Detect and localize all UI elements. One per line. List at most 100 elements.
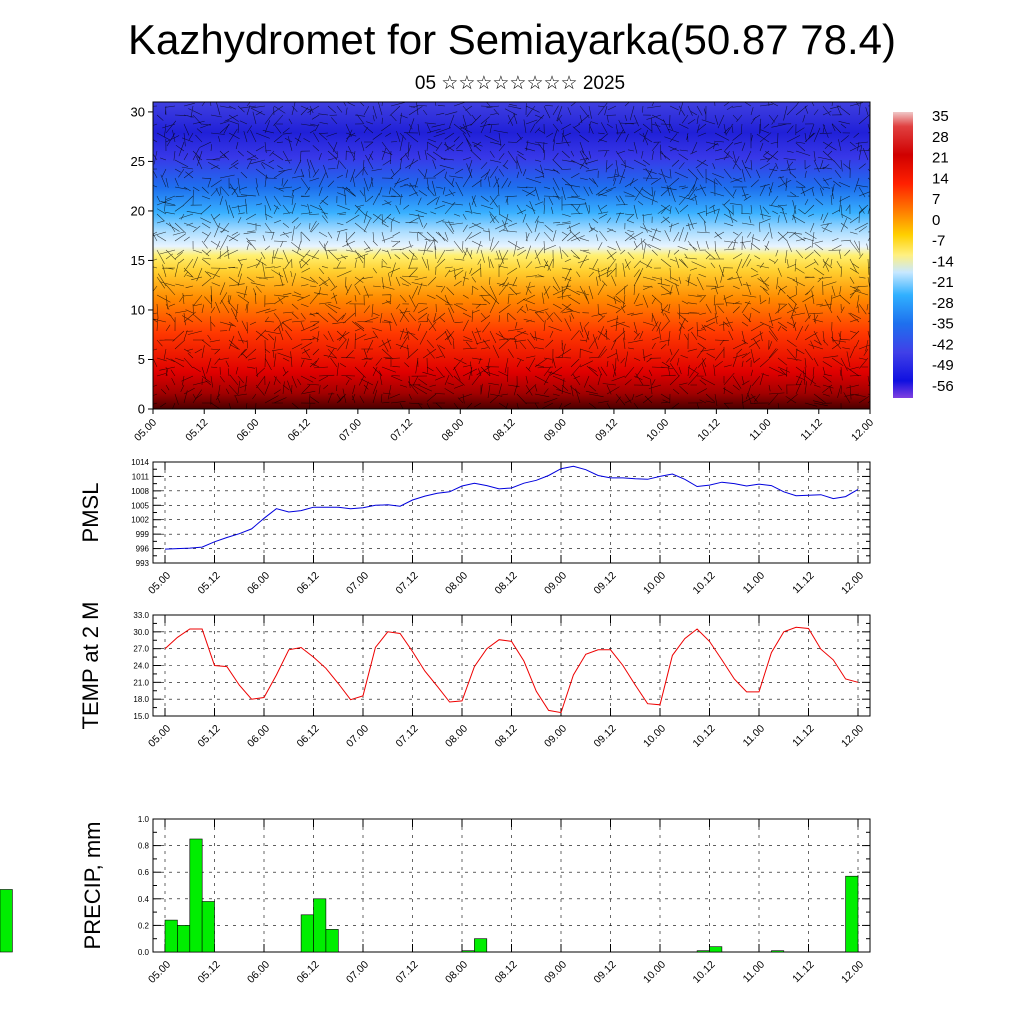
precip-bar: [474, 938, 488, 953]
x-tick-label: 12.00: [839, 959, 866, 986]
precip-bar: [325, 929, 339, 953]
precip-panel: 0.0 0.2 0.4 0.6 0.8 1.0 05.00 05.12 06.00 06.12 07…: [0, 815, 871, 986]
y-tick-label: 30: [131, 104, 145, 119]
x-tick-label: 09.12: [592, 570, 619, 597]
x-tick-label: 06.00: [234, 417, 261, 444]
temp2m-panel: 15.0 18.0 21.0 24.0 27.0 30.0 33.0 05.00 05.12 06…: [78, 602, 871, 750]
x-tick-label: 05.12: [183, 417, 210, 444]
x-tick-label: 10.00: [641, 723, 668, 750]
colorbar-label: -56: [932, 378, 954, 395]
y-tick-label: 0.0: [138, 948, 150, 957]
y-tick-label: 33.0: [133, 611, 149, 620]
x-tick-label: 07.12: [394, 959, 421, 986]
y-tick-label: 0.8: [138, 842, 150, 851]
y-tick-label: 1002: [131, 516, 149, 525]
x-tick-label: 09.12: [592, 959, 619, 986]
x-tick-label: 05.12: [196, 570, 223, 597]
colorbar-label: 0: [932, 212, 940, 229]
y-tick-label: 0: [138, 402, 145, 417]
x-tick-label: 10.12: [691, 723, 718, 750]
x-tick-label: 11.12: [790, 723, 817, 750]
y-tick-label: 15: [131, 253, 145, 268]
y-tick-label: 5: [138, 352, 145, 367]
y-tick-label: 10: [131, 302, 145, 317]
y-tick-label: 24.0: [133, 662, 149, 671]
temperature-field: [153, 102, 870, 409]
colorbar-label: 35: [932, 108, 949, 125]
pmsl-ylabel: PMSL: [78, 483, 103, 543]
chart-subtitle: 05 ☆☆☆☆☆☆☆☆ 2025: [414, 73, 626, 94]
precip-bar: [177, 925, 191, 953]
y-tick-label: 1008: [131, 487, 149, 496]
x-tick-label: 08.12: [493, 723, 520, 750]
precip-bar: [189, 838, 203, 953]
y-tick-label: 21.0: [133, 678, 149, 687]
y-tick-label: 996: [136, 545, 150, 554]
x-tick-label: 11.00: [747, 417, 774, 444]
precip-bar: [771, 950, 785, 953]
colorbar-label: 28: [932, 129, 949, 146]
x-tick-label: 09.12: [593, 417, 620, 444]
y-tick-label: 30.0: [133, 628, 149, 637]
cross-section-panel: 0 5 10 15 20 25 30 05.00 05.12 06.00 06.12 07.00 07.…: [131, 101, 876, 444]
x-tick-label: 06.12: [286, 417, 313, 444]
x-tick-label: 08.12: [491, 417, 518, 444]
x-tick-label: 08.00: [439, 417, 466, 444]
x-tick-label: 10.12: [695, 417, 722, 444]
y-tick-label: 999: [136, 530, 150, 539]
y-tick-label: 0.4: [138, 895, 150, 904]
x-tick-label: 09.00: [542, 959, 569, 986]
x-tick-label: 06.12: [295, 570, 322, 597]
x-tick-label: 12.00: [839, 570, 866, 597]
colorbar: 35 28 21 14 7 0 -7 -14 -21 -28 -35 -42 -49 -56: [893, 108, 954, 398]
x-tick-label: 07.12: [394, 570, 421, 597]
x-tick-label: 07.00: [344, 959, 371, 986]
precip-bar: [164, 919, 178, 953]
x-tick-label: 12.00: [839, 723, 866, 750]
colorbar-label: 14: [932, 170, 949, 187]
precip-bar: [845, 875, 859, 953]
temp2m-ylabel: TEMP at 2 M: [78, 602, 103, 730]
x-tick-label: 08.12: [493, 959, 520, 986]
y-tick-label: 27.0: [133, 645, 149, 654]
x-tick-label: 10.12: [691, 959, 718, 986]
y-tick-label: 0.6: [138, 868, 150, 877]
x-tick-label: 08.00: [443, 723, 470, 750]
x-tick-label: 09.00: [542, 417, 569, 444]
precip-bar: [300, 914, 314, 953]
y-tick-label: 1.0: [138, 815, 150, 824]
y-tick-label: 1011: [132, 472, 150, 481]
colorbar-label: 7: [932, 191, 940, 208]
x-tick-label: 06.12: [295, 959, 322, 986]
x-tick-label: 08.12: [493, 570, 520, 597]
y-tick-label: 18.0: [133, 695, 149, 704]
x-tick-label: 11.00: [741, 723, 768, 750]
x-tick-label: 05.00: [146, 723, 173, 750]
x-tick-label: 05.00: [146, 959, 173, 986]
colorbar-label: -21: [932, 274, 954, 291]
y-tick-label: 1014: [131, 458, 149, 467]
colorbar-label: -42: [932, 336, 954, 353]
precip-bars: [0, 838, 859, 953]
x-tick-label: 11.12: [790, 959, 817, 986]
precip-ylabel: PRECIP, mm: [80, 822, 105, 950]
x-tick-label: 10.00: [641, 959, 668, 986]
x-tick-label: 10.00: [641, 570, 668, 597]
x-tick-label: 07.00: [344, 570, 371, 597]
x-tick-label: 06.00: [245, 959, 272, 986]
colorbar-label: -7: [932, 233, 945, 250]
x-tick-label: 06.00: [245, 570, 272, 597]
colorbar-label: 21: [932, 150, 949, 167]
y-tick-label: 20: [131, 203, 145, 218]
colorbar-label: -14: [932, 253, 954, 270]
precip-bar: [696, 950, 710, 953]
wind-vectors: [153, 102, 870, 409]
y-tick-label: 993: [136, 559, 150, 568]
x-tick-label: 07.12: [388, 417, 415, 444]
x-tick-label: 08.00: [443, 959, 470, 986]
x-tick-label: 07.00: [344, 723, 371, 750]
x-tick-label: 05.00: [146, 570, 173, 597]
x-tick-label: 05.12: [196, 959, 223, 986]
x-tick-label: 11.00: [741, 570, 768, 597]
chart-title: Kazhydromet for Semiayarka(50.87 78.4): [127, 16, 897, 63]
